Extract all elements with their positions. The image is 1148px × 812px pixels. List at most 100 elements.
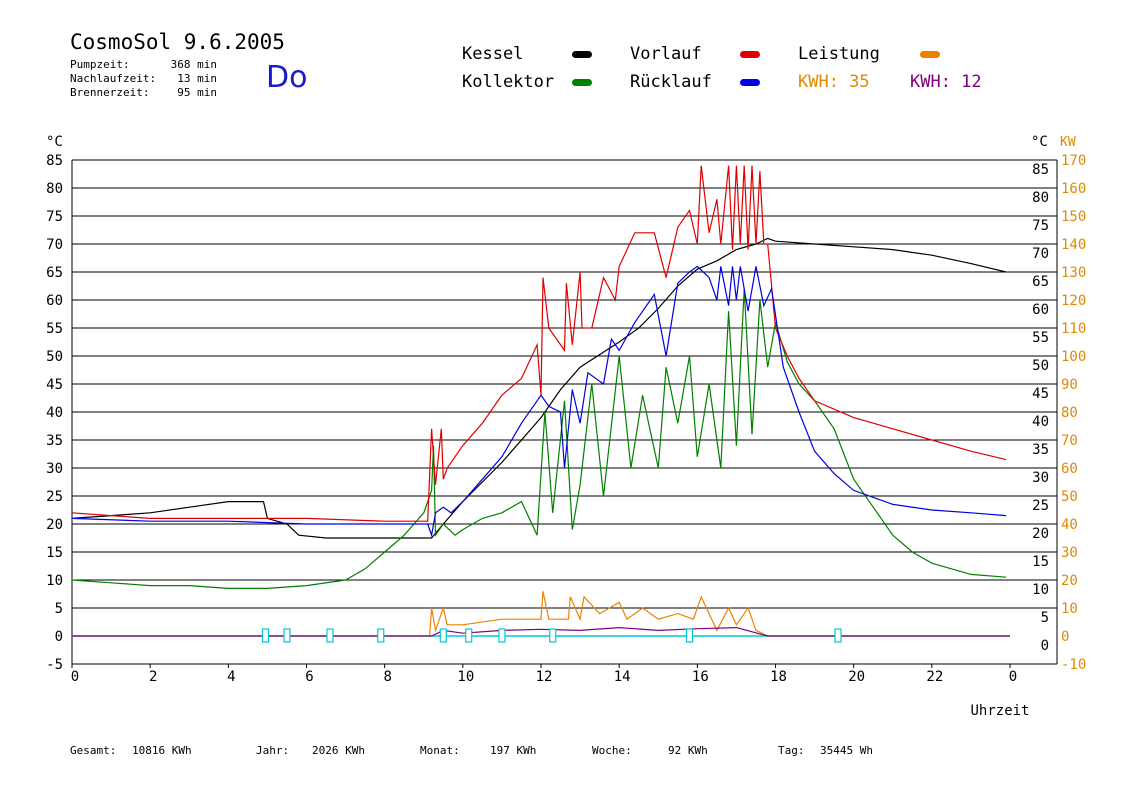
legend-swatch: [740, 79, 760, 86]
pump-marker: [377, 628, 385, 643]
y-tick-label-left: 25: [46, 489, 63, 505]
y-tick-label-kw: 90: [1061, 377, 1078, 393]
y-tick-label-left: 20: [46, 517, 63, 533]
footer-value: 10816 KWh: [132, 744, 192, 757]
stat-label: Brennerzeit:: [70, 86, 150, 99]
y-tick-label-kw: 10: [1061, 601, 1078, 617]
x-tick-label: 2: [149, 669, 157, 685]
footer-value: 197 KWh: [490, 744, 537, 757]
legend-label: Kollektor: [462, 72, 555, 92]
stat-value: 368 min: [170, 58, 217, 71]
y-tick-label-right: 60: [1032, 302, 1049, 318]
x-tick-label: 18: [770, 669, 787, 685]
stat-label: Pumpzeit:: [70, 58, 130, 71]
y-tick-label-right: 55: [1032, 330, 1049, 346]
footer-label: Woche:: [592, 744, 632, 757]
legend-swatch: [572, 51, 592, 58]
footer-value: 35445 Wh: [820, 744, 873, 757]
pump-marker: [261, 628, 270, 643]
stat-value: 95 min: [177, 86, 217, 99]
footer-label: Tag:: [778, 744, 805, 757]
y-tick-label-right: 10: [1032, 582, 1049, 598]
series-line-leistung: [72, 591, 1010, 637]
x-tick-label: 10: [457, 669, 474, 685]
footer-label: Jahr:: [256, 744, 290, 757]
y-tick-label-left: 85: [46, 153, 63, 169]
y-tick-label-left: 15: [46, 545, 63, 561]
y-tick-label-left: 65: [46, 265, 63, 281]
y-tick-label-right: 30: [1032, 470, 1049, 486]
legend-swatch: [740, 51, 760, 58]
y-tick-label-kw: -10: [1061, 657, 1086, 673]
y-tick-label-right: 20: [1032, 526, 1049, 542]
y-tick-label-left: 10: [46, 573, 63, 589]
y-tick-label-left: 30: [46, 461, 63, 477]
y-tick-label-left: 55: [46, 321, 63, 337]
pump-marker: [326, 628, 334, 643]
legend-label: Kessel: [462, 44, 524, 64]
footer-label: Gesamt:: [70, 744, 117, 757]
x-tick-label: 6: [305, 669, 313, 685]
x-tick-label: 14: [614, 669, 631, 685]
y-tick-label-kw: 60: [1061, 461, 1078, 477]
y-tick-label-kw: 70: [1061, 433, 1078, 449]
y-tick-label-left: -5: [46, 657, 63, 673]
y-tick-label-right: 0: [1041, 638, 1049, 654]
series-line-kessel: [71, 237, 1007, 539]
x-tick-label: 4: [227, 669, 235, 685]
series-line-kollektor: [71, 288, 1007, 590]
y-tick-label-right: 45: [1032, 386, 1049, 402]
y-tick-label-right: 5: [1041, 610, 1049, 626]
legend-label: Leistung: [798, 44, 880, 64]
y-tick-label-right: 25: [1032, 498, 1049, 514]
chart-title: CosmoSol 9.6.2005: [70, 30, 285, 54]
x-tick-label: 0: [1009, 669, 1017, 685]
pump-marker: [283, 628, 291, 643]
y-tick-label-kw: 160: [1061, 181, 1086, 197]
y-tick-label-kw: 40: [1061, 517, 1078, 533]
kwh-label: KWH: 12: [910, 72, 982, 92]
y-tick-label-kw: 100: [1061, 349, 1086, 365]
y-tick-label-kw: 20: [1061, 573, 1078, 589]
y-tick-label-kw: 110: [1061, 321, 1086, 337]
y-tick-label-left: 45: [46, 377, 63, 393]
y-axis-label-right: °C: [1031, 134, 1048, 150]
y-axis-label-kw: KW: [1060, 135, 1076, 150]
y-tick-label-left: 70: [46, 237, 63, 253]
y-tick-label-kw: 80: [1061, 405, 1078, 421]
legend-label: Vorlauf: [630, 44, 702, 64]
x-tick-label: 12: [536, 669, 553, 685]
y-tick-label-kw: 150: [1061, 209, 1086, 225]
y-tick-label-left: 40: [46, 405, 63, 421]
x-tick-label: 20: [848, 669, 865, 685]
series-line-r-cklauf: [71, 265, 1007, 538]
y-tick-label-kw: 130: [1061, 265, 1086, 281]
weekday-label: Do: [266, 60, 308, 95]
series-line-vorlauf: [71, 165, 1007, 522]
y-tick-label-right: 80: [1032, 190, 1049, 206]
footer-value: 2026 KWh: [312, 744, 365, 757]
y-tick-label-right: 40: [1032, 414, 1049, 430]
footer-value: 92 KWh: [668, 744, 708, 757]
y-tick-label-left: 5: [55, 601, 63, 617]
y-tick-label-kw: 120: [1061, 293, 1086, 309]
pump-marker: [549, 628, 557, 643]
y-tick-label-right: 70: [1032, 246, 1049, 262]
x-tick-label: 0: [71, 669, 79, 685]
y-tick-label-kw: 50: [1061, 489, 1078, 505]
y-tick-label-left: 35: [46, 433, 63, 449]
y-tick-label-left: 0: [55, 629, 63, 645]
pump-marker: [439, 628, 447, 643]
x-tick-label: 22: [926, 669, 943, 685]
y-tick-label-right: 85: [1032, 162, 1049, 178]
footer-label: Monat:: [420, 744, 460, 757]
y-tick-label-kw: 170: [1061, 153, 1086, 169]
y-tick-label-kw: 140: [1061, 237, 1086, 253]
kwh-label: KWH: 35: [798, 72, 870, 92]
y-tick-label-right: 35: [1032, 442, 1049, 458]
y-tick-label-right: 15: [1032, 554, 1049, 570]
legend-swatch: [920, 51, 940, 58]
series-line-leistung-violett: [72, 626, 1010, 637]
y-tick-label-kw: 0: [1061, 629, 1069, 645]
